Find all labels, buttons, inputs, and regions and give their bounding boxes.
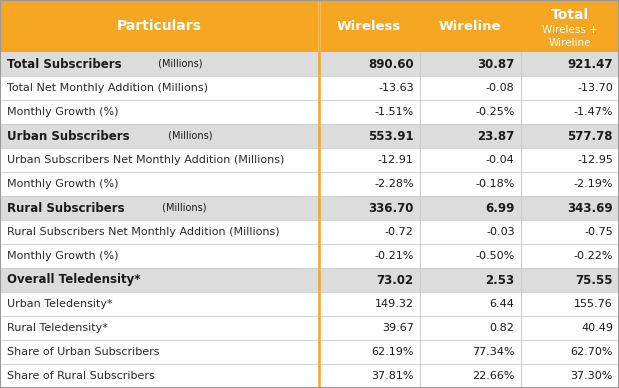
Text: -0.18%: -0.18%	[475, 179, 514, 189]
Text: -2.28%: -2.28%	[374, 179, 413, 189]
Bar	[0, 268, 619, 292]
Text: 155.76: 155.76	[574, 299, 613, 309]
Text: 2.53: 2.53	[485, 274, 514, 286]
Bar	[0, 100, 619, 124]
Bar	[0, 148, 619, 172]
Text: Total Subscribers: Total Subscribers	[7, 57, 121, 71]
Text: Wireless: Wireless	[337, 19, 401, 33]
Text: 62.70%: 62.70%	[571, 347, 613, 357]
Text: Wireline: Wireline	[548, 38, 591, 48]
Text: 0.82: 0.82	[490, 323, 514, 333]
Bar	[0, 316, 619, 340]
Text: Urban Subscribers Net Monthly Addition (Millions): Urban Subscribers Net Monthly Addition (…	[7, 155, 284, 165]
Text: -0.72: -0.72	[385, 227, 413, 237]
Text: 6.44: 6.44	[490, 299, 514, 309]
Text: Rural Subscribers: Rural Subscribers	[7, 201, 124, 215]
Text: Rural Subscribers Net Monthly Addition (Millions): Rural Subscribers Net Monthly Addition (…	[7, 227, 280, 237]
Text: Wireline: Wireline	[439, 19, 501, 33]
Text: -1.47%: -1.47%	[573, 107, 613, 117]
Bar	[0, 244, 619, 268]
Text: Urban Teledensity*: Urban Teledensity*	[7, 299, 113, 309]
Text: 921.47: 921.47	[568, 57, 613, 71]
Text: -13.70: -13.70	[578, 83, 613, 93]
Bar	[0, 340, 619, 364]
Text: -0.50%: -0.50%	[475, 251, 514, 261]
Text: (Millions): (Millions)	[155, 59, 202, 69]
Text: Total Net Monthly Addition (Millions): Total Net Monthly Addition (Millions)	[7, 83, 208, 93]
Text: -0.75: -0.75	[584, 227, 613, 237]
Text: 553.91: 553.91	[368, 130, 413, 142]
Text: -0.04: -0.04	[486, 155, 514, 165]
Text: Particulars: Particulars	[117, 19, 202, 33]
Text: 77.34%: 77.34%	[472, 347, 514, 357]
Bar	[0, 76, 619, 100]
Bar	[0, 124, 619, 148]
Bar	[0, 0, 619, 52]
Text: Urban Subscribers: Urban Subscribers	[7, 130, 129, 142]
Bar	[0, 172, 619, 196]
Bar	[0, 292, 619, 316]
Bar	[0, 196, 619, 220]
Bar	[0, 220, 619, 244]
Text: -12.95: -12.95	[577, 155, 613, 165]
Text: Wireless +: Wireless +	[542, 25, 598, 35]
Text: 39.67: 39.67	[382, 323, 413, 333]
Text: 37.81%: 37.81%	[371, 371, 413, 381]
Text: -0.08: -0.08	[486, 83, 514, 93]
Text: (Millions): (Millions)	[165, 131, 213, 141]
Text: Share of Rural Subscribers: Share of Rural Subscribers	[7, 371, 155, 381]
Text: Monthly Growth (%): Monthly Growth (%)	[7, 251, 118, 261]
Text: 23.87: 23.87	[477, 130, 514, 142]
Text: -0.25%: -0.25%	[475, 107, 514, 117]
Text: 890.60: 890.60	[368, 57, 413, 71]
Text: Monthly Growth (%): Monthly Growth (%)	[7, 179, 118, 189]
Text: 62.19%: 62.19%	[371, 347, 413, 357]
Bar	[0, 52, 619, 76]
Text: -0.22%: -0.22%	[573, 251, 613, 261]
Text: -0.21%: -0.21%	[374, 251, 413, 261]
Text: (Millions): (Millions)	[159, 203, 206, 213]
Text: 336.70: 336.70	[368, 201, 413, 215]
Text: 6.99: 6.99	[485, 201, 514, 215]
Text: -12.91: -12.91	[378, 155, 413, 165]
Text: 149.32: 149.32	[374, 299, 413, 309]
Text: 75.55: 75.55	[576, 274, 613, 286]
Text: 22.66%: 22.66%	[472, 371, 514, 381]
Text: -1.51%: -1.51%	[374, 107, 413, 117]
Bar	[0, 364, 619, 388]
Text: 40.49: 40.49	[581, 323, 613, 333]
Text: Share of Urban Subscribers: Share of Urban Subscribers	[7, 347, 160, 357]
Text: Monthly Growth (%): Monthly Growth (%)	[7, 107, 118, 117]
Text: 577.78: 577.78	[568, 130, 613, 142]
Text: -13.63: -13.63	[378, 83, 413, 93]
Text: -0.03: -0.03	[486, 227, 514, 237]
Text: Overall Teledensity*: Overall Teledensity*	[7, 274, 141, 286]
Text: Rural Teledensity*: Rural Teledensity*	[7, 323, 108, 333]
Text: 30.87: 30.87	[477, 57, 514, 71]
Text: 37.30%: 37.30%	[571, 371, 613, 381]
Text: 73.02: 73.02	[376, 274, 413, 286]
Text: 343.69: 343.69	[568, 201, 613, 215]
Text: Total: Total	[551, 7, 589, 22]
Text: -2.19%: -2.19%	[573, 179, 613, 189]
